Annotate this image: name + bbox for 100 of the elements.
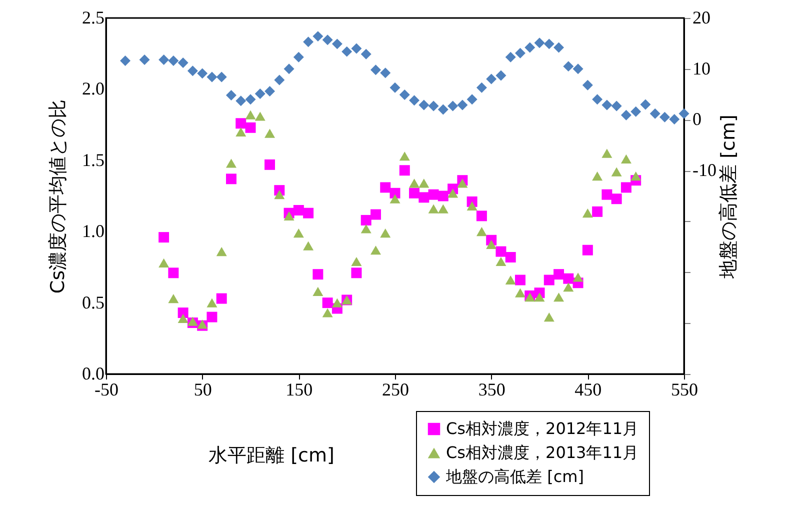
point [293, 52, 304, 62]
point [534, 38, 545, 48]
point [592, 94, 603, 105]
x-tick-label: 550 [671, 380, 698, 400]
point [524, 292, 536, 302]
point [178, 314, 188, 324]
point [534, 292, 545, 302]
point [322, 298, 333, 308]
point [254, 88, 266, 100]
point [274, 190, 285, 200]
point [380, 228, 391, 238]
point [236, 118, 246, 129]
point [409, 95, 420, 106]
point [428, 100, 439, 112]
point [466, 94, 478, 105]
point [284, 211, 294, 220]
point [505, 252, 516, 262]
point [274, 74, 285, 86]
point [236, 96, 246, 106]
point [216, 246, 227, 256]
point [351, 268, 362, 278]
point [418, 178, 430, 188]
point [514, 274, 526, 286]
point [360, 48, 372, 60]
point [168, 268, 179, 278]
x-tick-label: 450 [574, 380, 602, 400]
point [245, 122, 256, 133]
y-tick-label: 1.0 [82, 221, 104, 242]
point [178, 308, 188, 318]
point [554, 269, 564, 280]
point [418, 100, 430, 110]
point [312, 269, 324, 280]
x-tick-label: 250 [382, 380, 409, 400]
point [602, 100, 612, 110]
point [236, 127, 246, 136]
point [505, 275, 516, 285]
point [640, 99, 651, 110]
x-tick-label: 350 [478, 380, 506, 400]
point [370, 209, 381, 220]
point [554, 292, 564, 302]
point [399, 152, 410, 161]
point [650, 108, 660, 119]
point [312, 31, 324, 42]
point [457, 178, 468, 188]
point [611, 194, 622, 204]
point [351, 43, 362, 54]
x-tick-label: 50 [194, 380, 212, 400]
point [438, 104, 448, 115]
point [293, 228, 304, 238]
point [620, 110, 632, 120]
point [322, 308, 333, 318]
point [293, 204, 304, 216]
point [264, 128, 276, 138]
point [409, 188, 420, 198]
point [544, 312, 554, 322]
point [342, 46, 352, 57]
point [390, 194, 400, 204]
point [158, 232, 170, 243]
point [168, 294, 179, 304]
point [544, 274, 554, 286]
y2-tick-label: 20 [692, 8, 710, 28]
point [611, 100, 622, 112]
point [611, 167, 622, 176]
y-tick-label: 2.0 [82, 78, 104, 99]
legend-label: 地盤の高低差 [cm] [445, 467, 584, 486]
point [496, 246, 506, 257]
point [332, 298, 342, 308]
point [418, 192, 430, 203]
point [303, 241, 314, 250]
point [620, 154, 632, 164]
point [206, 298, 218, 308]
point [563, 273, 574, 284]
point [496, 70, 506, 81]
point [457, 100, 468, 110]
point [476, 210, 487, 222]
point [390, 82, 400, 93]
point [448, 100, 458, 112]
point [332, 38, 342, 50]
point [620, 182, 632, 193]
point [438, 190, 448, 202]
point [428, 189, 439, 200]
y-tick-label: 0.5 [82, 292, 104, 312]
point [572, 272, 584, 282]
point [120, 55, 131, 66]
x-tick-label: 150 [286, 380, 313, 400]
y-tick-label: 1.5 [82, 150, 104, 170]
point [264, 86, 276, 96]
point [582, 208, 593, 218]
point [312, 286, 324, 296]
point [380, 68, 391, 78]
point [216, 293, 227, 304]
point [476, 82, 487, 93]
point [466, 201, 478, 211]
point [428, 204, 439, 214]
point [178, 58, 188, 68]
point [448, 188, 458, 198]
point [554, 42, 564, 53]
point [486, 240, 497, 249]
point [187, 66, 198, 76]
point [303, 208, 314, 218]
